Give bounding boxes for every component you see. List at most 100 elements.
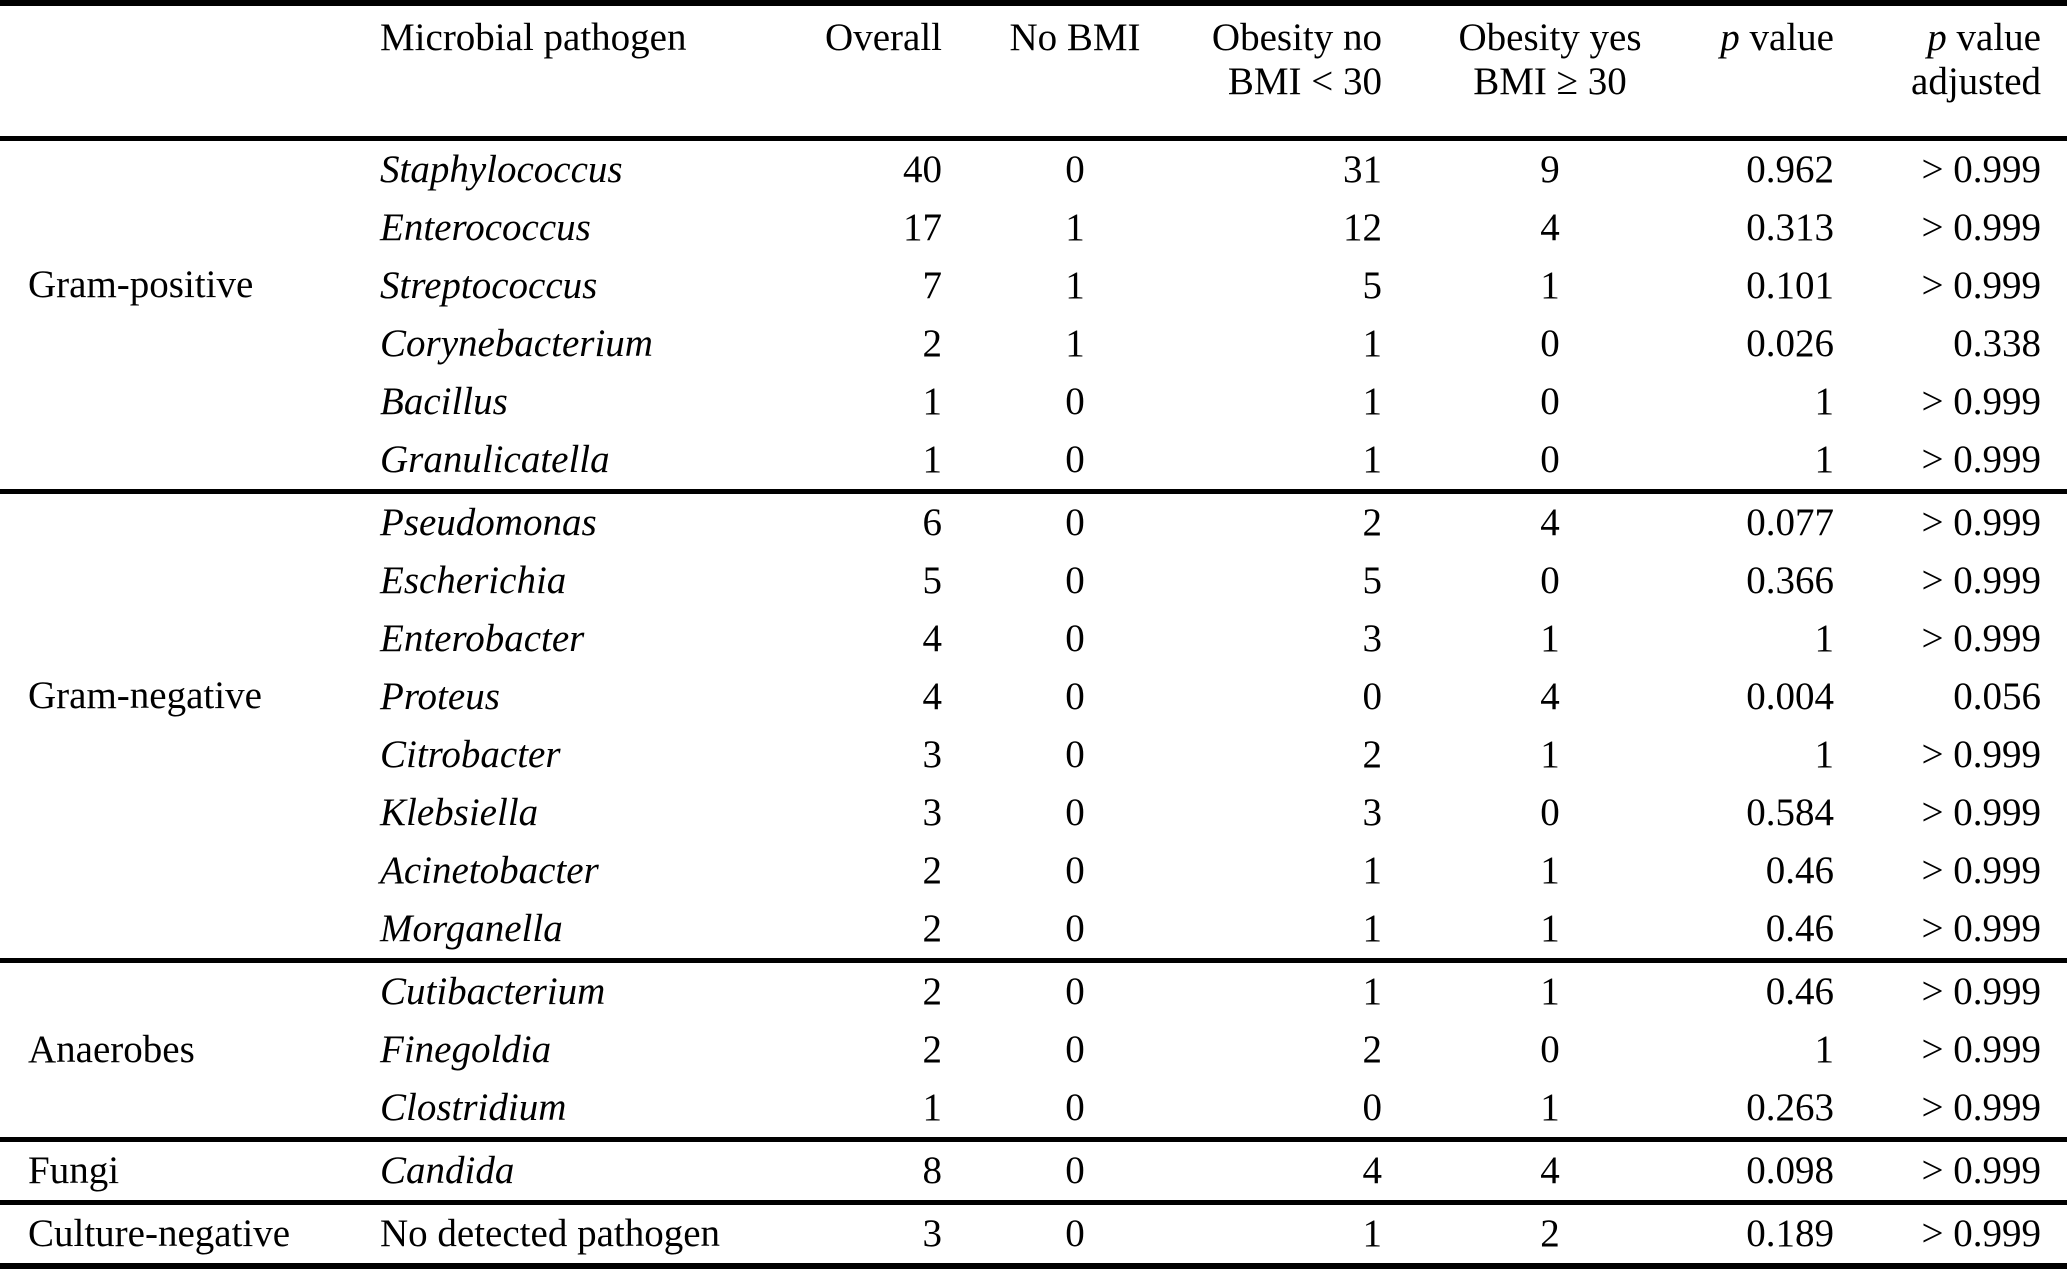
obesity-no-cell: 4: [1362, 1149, 1383, 1192]
obesity-no-cell: 2: [1362, 733, 1383, 776]
p-value-cell: 0.004: [1746, 675, 1834, 718]
p-adjusted-cell: > 0.999: [1921, 438, 2042, 481]
overall-cell: 40: [903, 148, 942, 191]
overall-cell: 1: [922, 380, 943, 423]
p-value-cell: 0.366: [1746, 559, 1834, 602]
no-bmi-cell: 0: [1065, 907, 1085, 950]
table-row: Acinetobacter 2 0 1 1 0.46 > 0.999: [0, 842, 2067, 900]
col-header-obesity-no: Obesity no BMI < 30: [1200, 3, 1390, 139]
overall-cell: 5: [922, 559, 943, 602]
p-adjusted-cell: > 0.999: [1921, 148, 2042, 191]
obesity-yes-cell: 9: [1540, 148, 1560, 191]
p-value-cell: 1: [1814, 1028, 1835, 1071]
p-adjusted-cell: > 0.999: [1921, 380, 2042, 423]
overall-cell: 2: [922, 1028, 943, 1071]
p-symbol: p: [1927, 16, 1947, 59]
obesity-no-cell: 3: [1362, 617, 1383, 660]
table-row: Finegoldia 2 0 2 0 1 > 0.999: [0, 1021, 2067, 1079]
col-header-overall: Overall: [765, 3, 950, 139]
header-label-line1: Obesity no: [1211, 16, 1382, 59]
p-value-cell: 0.263: [1746, 1086, 1834, 1129]
obesity-yes-cell: 4: [1540, 501, 1560, 544]
pathogen-cell: No detected pathogen: [380, 1212, 721, 1255]
obesity-no-cell: 1: [1362, 1212, 1383, 1255]
category-cell: Culture-negative: [28, 1212, 291, 1255]
header-label-line1: p value: [1850, 16, 2041, 60]
p-adjusted-cell: 0.338: [1953, 322, 2041, 365]
obesity-no-cell: 1: [1362, 849, 1383, 892]
p-value-cell: 1: [1814, 733, 1835, 776]
p-adjusted-cell: > 0.999: [1921, 733, 2042, 776]
no-bmi-cell: 0: [1065, 380, 1085, 423]
table-row: Anaerobes Cutibacterium 2 0 1 1 0.46 > 0.…: [0, 961, 2067, 1071]
p-adjusted-cell: 0.056: [1953, 675, 2041, 718]
obesity-yes-cell: 1: [1540, 907, 1560, 950]
no-bmi-cell: 0: [1065, 617, 1085, 660]
pathogen-cell: Staphylococcus: [380, 148, 623, 191]
overall-cell: 3: [922, 733, 943, 776]
pathogen-cell: Proteus: [380, 675, 500, 718]
header-label-line2: adjusted: [1911, 60, 2041, 103]
obesity-no-cell: 3: [1362, 791, 1383, 834]
p-adjusted-cell: > 0.999: [1921, 1149, 2042, 1192]
no-bmi-cell: 0: [1065, 1149, 1085, 1192]
header-label: Overall: [825, 16, 942, 59]
obesity-no-cell: 2: [1362, 501, 1383, 544]
obesity-no-cell: 1: [1362, 438, 1383, 481]
group-culture-negative: Culture-negative No detected pathogen 3 0…: [0, 1202, 2067, 1267]
p-adjusted-cell: > 0.999: [1921, 617, 2042, 660]
p-adjusted-cell: > 0.999: [1921, 206, 2042, 249]
no-bmi-cell: 0: [1065, 559, 1085, 602]
no-bmi-cell: 0: [1065, 849, 1085, 892]
group-gram-negative: Gram-negative Pseudomonas 6 0 2 4 0.077 >…: [0, 491, 2067, 961]
pathogen-cell: Acinetobacter: [380, 849, 599, 892]
table-row: Klebsiella 3 0 3 0 0.584 > 0.999: [0, 784, 2067, 842]
table-row: Fungi Candida 8 0 4 4 0.098 > 0.999: [0, 1140, 2067, 1203]
no-bmi-cell: 1: [1065, 206, 1085, 249]
table-row: Morganella 2 0 1 1 0.46 > 0.999: [0, 900, 2067, 961]
p-value-cell: 0.46: [1765, 849, 1834, 892]
no-bmi-cell: 0: [1065, 675, 1085, 718]
p-value-cell: 0.46: [1765, 970, 1834, 1013]
p-adjusted-cell: > 0.999: [1921, 849, 2042, 892]
value-word: value: [1946, 16, 2041, 59]
p-adjusted-cell: > 0.999: [1921, 970, 2042, 1013]
col-header-p-value: p value: [1710, 3, 1850, 139]
col-header-pathogen: Microbial pathogen: [350, 3, 765, 139]
table-row: Enterobacter 4 0 3 1 1 > 0.999: [0, 610, 2067, 668]
col-header-obesity-yes: Obesity yes BMI ≥ 30: [1390, 3, 1710, 139]
table-row: Bacillus 1 0 1 0 1 > 0.999: [0, 373, 2067, 431]
p-adjusted-cell: > 0.999: [1921, 907, 2042, 950]
p-value-cell: 0.077: [1746, 501, 1834, 544]
obesity-yes-cell: 4: [1540, 206, 1560, 249]
table-row: Enterococcus 17 1 12 4 0.313 > 0.999: [0, 199, 2067, 257]
pathogen-cell: Klebsiella: [380, 791, 539, 834]
category-cell: Fungi: [28, 1149, 120, 1192]
obesity-yes-cell: 1: [1540, 1086, 1560, 1129]
p-adjusted-cell: > 0.999: [1921, 559, 2042, 602]
overall-cell: 4: [922, 617, 943, 660]
obesity-yes-cell: 2: [1540, 1212, 1560, 1255]
table-row: Corynebacterium 2 1 1 0 0.026 0.338: [0, 315, 2067, 373]
pathogen-cell: Enterococcus: [380, 206, 591, 249]
obesity-no-cell: 12: [1343, 206, 1382, 249]
no-bmi-cell: 0: [1065, 501, 1085, 544]
obesity-no-cell: 5: [1362, 264, 1383, 307]
obesity-yes-cell: 4: [1540, 675, 1560, 718]
overall-cell: 3: [922, 1212, 943, 1255]
p-value-cell: 0.313: [1746, 206, 1834, 249]
obesity-yes-cell: 1: [1540, 849, 1560, 892]
p-adjusted-cell: > 0.999: [1921, 264, 2042, 307]
pathogen-cell: Pseudomonas: [380, 501, 597, 544]
overall-cell: 8: [922, 1149, 943, 1192]
obesity-no-cell: 1: [1362, 322, 1383, 365]
p-value-cell: 0.189: [1746, 1212, 1834, 1255]
no-bmi-cell: 0: [1065, 148, 1085, 191]
pathogen-cell: Finegoldia: [380, 1028, 552, 1071]
no-bmi-cell: 0: [1065, 438, 1085, 481]
pathogen-cell: Bacillus: [380, 380, 508, 423]
p-value-cell: 0.584: [1746, 791, 1834, 834]
pathogen-cell: Citrobacter: [380, 733, 561, 776]
overall-cell: 2: [922, 322, 943, 365]
